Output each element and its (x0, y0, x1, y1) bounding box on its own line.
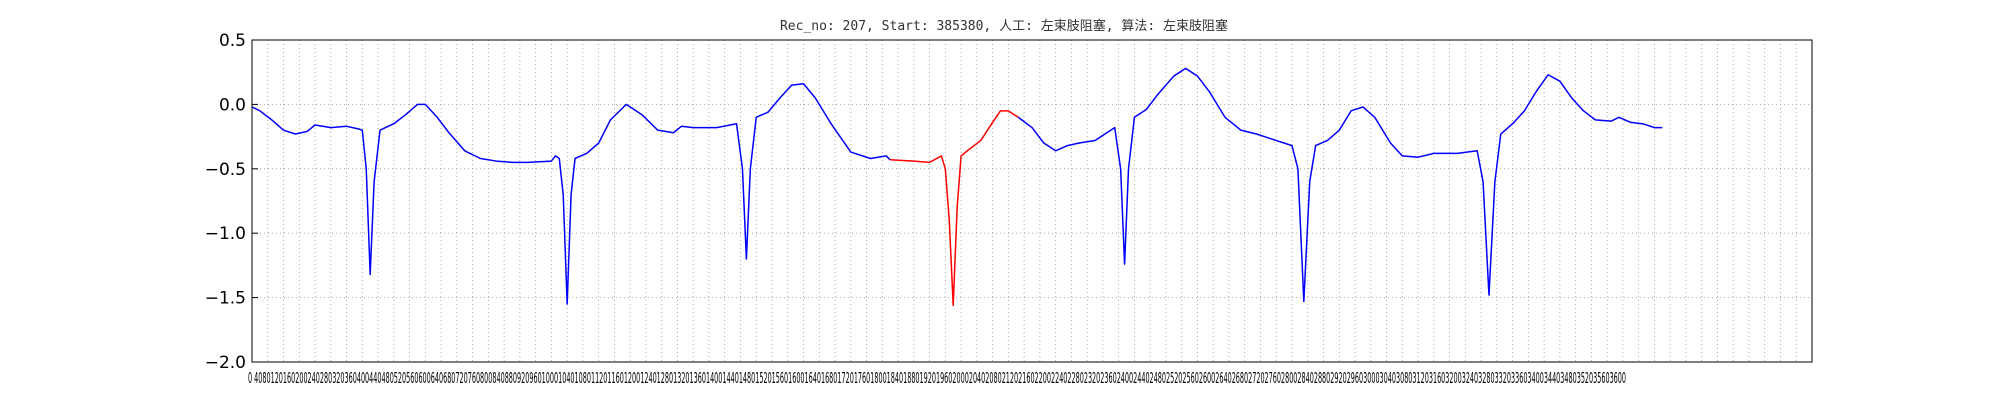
y-tick-label: −0.5 (205, 160, 246, 180)
highlighted-beat-line (890, 110, 1019, 307)
y-tick-label: 0.0 (219, 95, 246, 115)
y-tick-label: 0.5 (219, 31, 246, 51)
y-axis-ticks: 0.5 0.0 −0.5 −1.0 −1.5 −2.0 (205, 31, 258, 373)
y-tick-label: −1.0 (205, 224, 246, 244)
ecg-signal-line (1017, 67, 1663, 303)
series-lines (251, 67, 1663, 307)
x-axis-tick-labels: 0 40801201602002402803203604004404805205… (248, 369, 1626, 387)
y-tick-label: −2.0 (205, 353, 246, 373)
chart-title: Rec_no: 207, Start: 385380, 人工: 左束肢阻塞, 算… (780, 18, 1228, 34)
grid-lines (252, 39, 1812, 363)
plot-frame (251, 39, 1813, 363)
ecg-signal-line (251, 83, 891, 305)
y-tick-label: −1.5 (205, 289, 246, 309)
